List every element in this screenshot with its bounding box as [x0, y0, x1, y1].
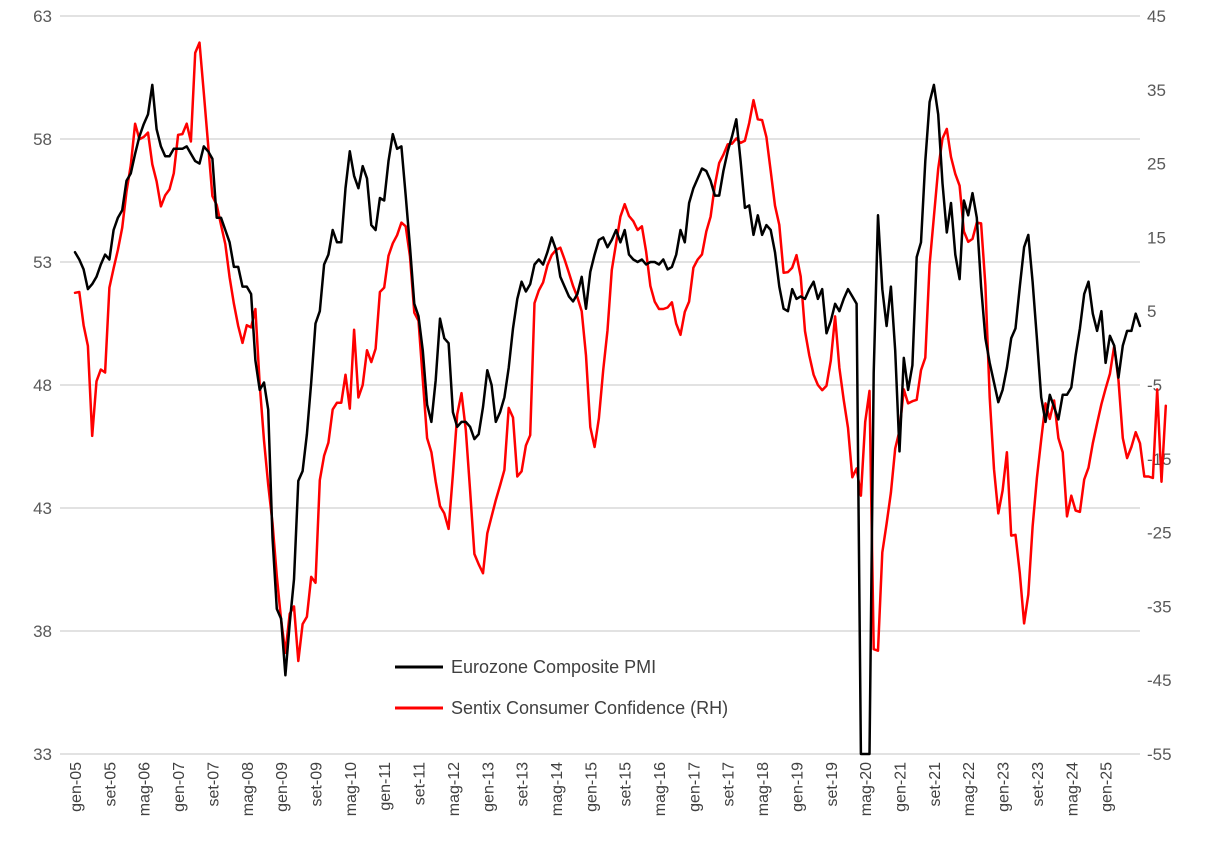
x-tick-label: gen-23: [996, 762, 1013, 812]
x-tick-label: set-05: [102, 762, 119, 807]
right-tick-label: -35: [1147, 597, 1172, 616]
right-tick-label: -55: [1147, 745, 1172, 764]
left-tick-label: 43: [33, 499, 52, 518]
legend-label-pmi: Eurozone Composite PMI: [451, 657, 656, 677]
left-axis: 33 38 43 48 53 58 63: [33, 7, 52, 764]
right-tick-label: 35: [1147, 81, 1166, 100]
x-tick-label: set-21: [927, 762, 944, 807]
series-layer: [73, 41, 1168, 756]
gridlines: [60, 15, 1140, 755]
x-tick-label: gen-09: [274, 762, 291, 812]
legend: Eurozone Composite PMI Sentix Consumer C…: [395, 657, 728, 718]
right-tick-label: 25: [1147, 155, 1166, 174]
x-tick-label: set-09: [308, 762, 325, 807]
x-tick-label: gen-21: [893, 762, 910, 812]
x-tick-label: gen-05: [68, 762, 85, 812]
right-tick-label: -5: [1147, 376, 1162, 395]
x-tick-label: mag-08: [240, 762, 257, 816]
right-tick-label: 45: [1147, 7, 1166, 26]
x-tick-label: mag-16: [652, 762, 669, 816]
x-tick-label: mag-12: [446, 762, 463, 816]
left-tick-label: 38: [33, 622, 52, 641]
series-line-pmi: [73, 83, 1142, 756]
x-tick-label: set-07: [205, 762, 222, 807]
left-tick-label: 48: [33, 376, 52, 395]
x-tick-label: mag-14: [549, 762, 566, 816]
right-tick-label: -25: [1147, 524, 1172, 543]
right-tick-label: 15: [1147, 228, 1166, 247]
x-tick-label: gen-15: [583, 762, 600, 812]
series-line-sentix: [73, 41, 1168, 663]
x-tick-label: mag-18: [755, 762, 772, 816]
x-tick-label: mag-06: [137, 762, 154, 816]
x-tick-label: gen-11: [377, 762, 394, 811]
x-tick-label: set-13: [515, 762, 532, 807]
x-tick-label: gen-07: [171, 762, 188, 812]
x-tick-label: set-23: [1030, 762, 1047, 807]
x-tick-label: mag-24: [1064, 762, 1081, 816]
x-tick-label: gen-13: [480, 762, 497, 812]
x-tick-label: mag-22: [961, 762, 978, 816]
right-tick-label: 5: [1147, 302, 1156, 321]
x-tick-label: gen-25: [1099, 762, 1116, 812]
x-tick-label: set-19: [824, 762, 841, 807]
x-tick-label: set-17: [721, 762, 738, 807]
left-tick-label: 58: [33, 130, 52, 149]
right-tick-label: -45: [1147, 671, 1172, 690]
left-tick-label: 53: [33, 253, 52, 272]
x-axis: gen-05 set-05 mag-06 gen-07 set-07 mag-08 gen-…: [68, 762, 1116, 816]
x-tick-label: set-11: [412, 762, 429, 805]
x-tick-label: gen-19: [789, 762, 806, 812]
x-tick-label: mag-20: [858, 762, 875, 816]
left-tick-label: 63: [33, 7, 52, 26]
legend-label-sentix: Sentix Consumer Confidence (RH): [451, 698, 728, 718]
x-tick-label: set-15: [618, 762, 635, 807]
left-tick-label: 33: [33, 745, 52, 764]
x-tick-label: gen-17: [686, 762, 703, 812]
x-tick-label: mag-10: [343, 762, 360, 816]
